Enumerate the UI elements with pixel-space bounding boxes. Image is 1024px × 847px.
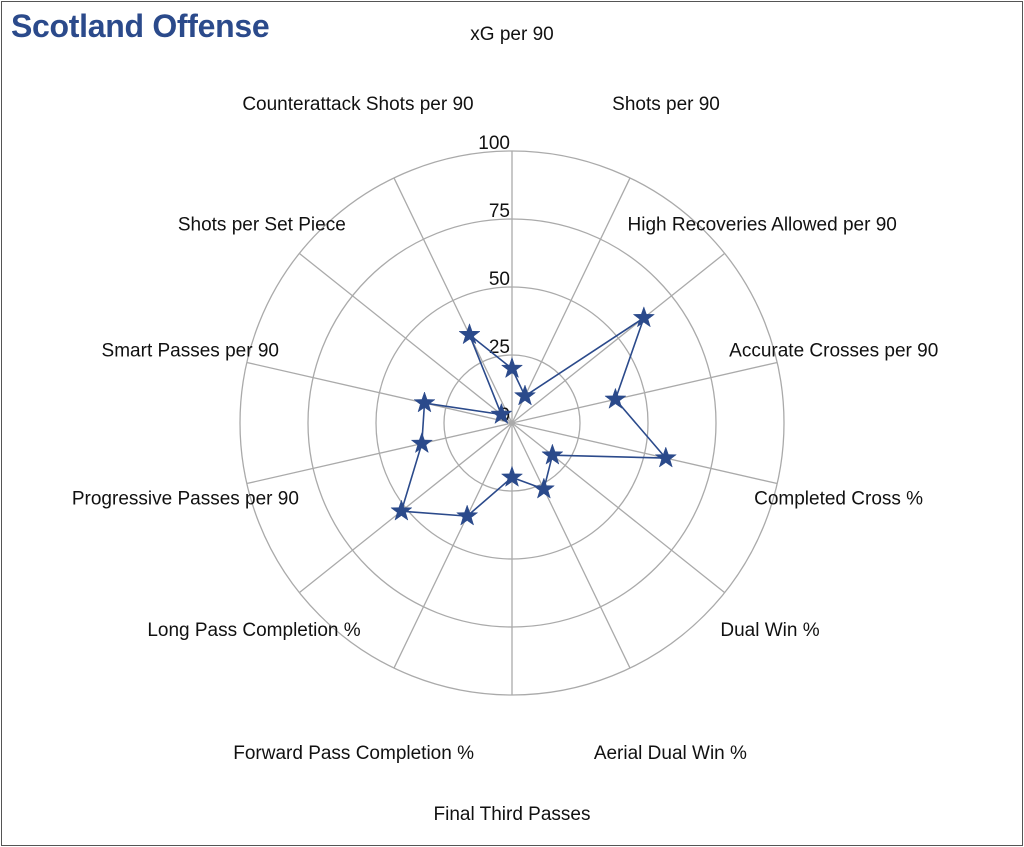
axis-labels: xG per 90 Shots per 90 High Recoveries All… bbox=[72, 24, 938, 825]
tick-label: 25 bbox=[489, 337, 510, 358]
axis-label: Smart Passes per 90 bbox=[102, 341, 279, 362]
series-line bbox=[400, 317, 667, 517]
grid-spoke bbox=[393, 177, 513, 424]
grid-spoke bbox=[511, 422, 726, 594]
data-point-star bbox=[490, 402, 513, 425]
grid-spoke bbox=[298, 252, 513, 424]
grid-spoke bbox=[511, 252, 726, 424]
tick-label: 50 bbox=[489, 269, 510, 290]
data-point-star bbox=[410, 431, 434, 454]
axis-label: Shots per Set Piece bbox=[178, 214, 346, 235]
axis-label: Final Third Passes bbox=[434, 804, 591, 825]
data-point-star bbox=[513, 384, 537, 406]
axis-label: Forward Pass Completion % bbox=[233, 743, 474, 764]
axis-label: High Recoveries Allowed per 90 bbox=[628, 214, 897, 235]
axis-label: Aerial Dual Win % bbox=[594, 743, 747, 764]
data-point-star bbox=[500, 465, 524, 487]
data-point-star bbox=[413, 391, 436, 413]
grid-spoke bbox=[393, 422, 513, 669]
tick-label: 75 bbox=[489, 201, 510, 222]
data-point-star bbox=[604, 387, 627, 409]
grid-spoke bbox=[511, 422, 631, 669]
axis-label: Long Pass Completion % bbox=[147, 620, 360, 641]
data-point-star bbox=[390, 499, 413, 521]
data-point-star bbox=[541, 443, 564, 465]
axis-label: Dual Win % bbox=[720, 620, 819, 641]
data-point-star bbox=[458, 323, 481, 345]
axis-label: Shots per 90 bbox=[612, 94, 720, 115]
grid-spoke bbox=[246, 422, 513, 485]
grid-spoke bbox=[511, 361, 778, 424]
data-point-star bbox=[455, 504, 479, 526]
grid-spoke bbox=[511, 422, 778, 485]
axis-label: xG per 90 bbox=[470, 24, 553, 45]
axis-label: Accurate Crosses per 90 bbox=[729, 341, 938, 362]
data-point-star bbox=[654, 446, 677, 468]
grid-spoke bbox=[511, 177, 631, 424]
grid-spoke bbox=[246, 361, 513, 424]
tick-labels: 0255075100 bbox=[478, 133, 510, 426]
data-point-star bbox=[532, 477, 556, 499]
axis-label: Completed Cross % bbox=[754, 489, 923, 510]
axis-label: Counterattack Shots per 90 bbox=[242, 94, 473, 115]
series-layer bbox=[390, 306, 677, 526]
grid-spokes bbox=[246, 151, 778, 695]
data-point-star bbox=[500, 356, 524, 379]
chart-title: Scotland Offense bbox=[11, 8, 270, 44]
axis-label: Progressive Passes per 90 bbox=[72, 489, 299, 510]
data-point-star bbox=[632, 306, 656, 328]
tick-label: 100 bbox=[478, 133, 510, 154]
